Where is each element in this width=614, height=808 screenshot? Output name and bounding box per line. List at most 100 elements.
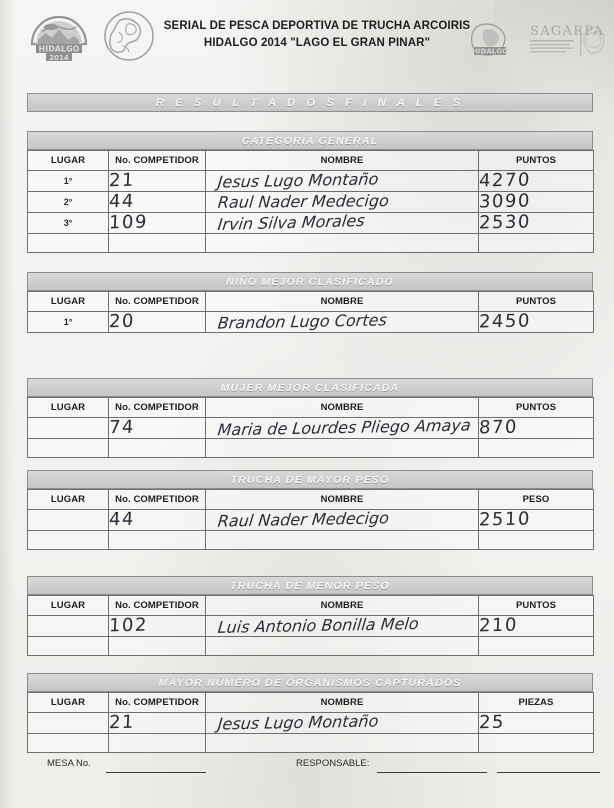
cell-nombre[interactable]: Brandon Lugo Cortes bbox=[205, 310, 479, 333]
cell-empty[interactable] bbox=[478, 636, 594, 656]
cell-empty[interactable] bbox=[27, 636, 109, 656]
column-header-lugar: LUGAR bbox=[27, 489, 109, 510]
cell-empty[interactable] bbox=[27, 733, 109, 753]
table-row[interactable]: 1° 20 Brandon Lugo Cortes 2450 bbox=[27, 310, 594, 333]
cell-value[interactable]: 2530 bbox=[478, 211, 594, 234]
cell-nombre[interactable]: Irvin Silva Morales bbox=[205, 211, 479, 234]
document-header: HIDALGO 2014 SERIAL DE PESCA DEPORTIVA D… bbox=[0, 0, 614, 86]
cell-value[interactable]: 210 bbox=[478, 615, 594, 637]
cell-empty[interactable] bbox=[205, 733, 479, 753]
cell-empty[interactable] bbox=[205, 438, 479, 458]
responsable-input-line-2[interactable] bbox=[497, 772, 600, 773]
cell-lugar[interactable]: 2° bbox=[27, 191, 109, 213]
cell-empty[interactable] bbox=[108, 530, 206, 550]
cell-nombre[interactable]: Jesus Lugo Montaño bbox=[205, 169, 479, 192]
table-row[interactable]: 74 Maria de Lourdes Pliego Amaya 870 bbox=[27, 416, 594, 439]
cell-lugar[interactable] bbox=[27, 712, 109, 734]
cell-empty[interactable] bbox=[478, 233, 594, 253]
table-row-empty[interactable] bbox=[27, 733, 594, 753]
cell-empty[interactable] bbox=[27, 530, 109, 550]
handwritten-value: 74 bbox=[108, 416, 136, 439]
handwritten-value: 2530 bbox=[478, 211, 532, 234]
results-table-trucha-de-menor-peso: LUGAR No. COMPETIDOR NOMBRE PUNTOS 102 Luis A… bbox=[27, 595, 594, 656]
table-header-row: LUGAR No. COMPETIDOR NOMBRE PUNTOS bbox=[27, 291, 594, 312]
column-header-competidor: No. COMPETIDOR bbox=[108, 291, 206, 312]
section-banner-label: TRUCHA DE MAYOR PESO bbox=[230, 473, 390, 486]
cell-empty[interactable] bbox=[27, 438, 109, 458]
svg-text:2014: 2014 bbox=[49, 54, 69, 62]
table-row[interactable]: 44 Raul Nader Medecigo 2510 bbox=[27, 508, 594, 531]
svg-text:SAGARPA: SAGARPA bbox=[530, 24, 604, 39]
table-row[interactable]: 1° 21 Jesus Lugo Montaño 4270 bbox=[27, 169, 594, 192]
cell-empty[interactable] bbox=[108, 733, 206, 753]
cell-value[interactable]: 2510 bbox=[478, 508, 594, 531]
table-header-row: LUGAR No. COMPETIDOR NOMBRE PUNTOS bbox=[27, 150, 594, 171]
results-table-categoria-general: LUGAR No. COMPETIDOR NOMBRE PUNTOS 1° 21 Jesus… bbox=[27, 150, 594, 253]
cell-lugar[interactable]: 1° bbox=[27, 170, 109, 192]
cell-competidor[interactable]: 102 bbox=[108, 615, 206, 637]
table-header-row: LUGAR No. COMPETIDOR NOMBRE PESO bbox=[27, 489, 594, 510]
cell-competidor[interactable]: 109 bbox=[108, 212, 206, 234]
section-banner-label: MUJER MEJOR CLASIFICADA bbox=[220, 381, 400, 394]
column-header-competidor: No. COMPETIDOR bbox=[108, 397, 206, 418]
table-row-empty[interactable] bbox=[27, 636, 594, 656]
handwritten-value: Jesus Lugo Montaño bbox=[216, 169, 380, 192]
cell-empty[interactable] bbox=[108, 438, 206, 458]
table-row[interactable]: 2° 44 Raul Nader Medecigo 3090 bbox=[27, 190, 594, 213]
cell-value[interactable]: 4270 bbox=[478, 169, 594, 192]
handwritten-value: 20 bbox=[108, 310, 136, 333]
responsable-label: RESPONSABLE: bbox=[296, 758, 370, 769]
column-header-value: PIEZAS bbox=[478, 692, 594, 713]
table-row[interactable]: 3° 109 Irvin Silva Morales 2530 bbox=[27, 211, 594, 234]
section-banner-categoria-general: CATEGORIA GENERAL bbox=[27, 131, 593, 150]
cell-empty[interactable] bbox=[27, 233, 109, 253]
cell-lugar[interactable] bbox=[27, 509, 109, 531]
cell-value[interactable]: 3090 bbox=[478, 190, 594, 213]
mesa-input-line[interactable] bbox=[106, 772, 206, 773]
cell-competidor[interactable]: 21 bbox=[108, 170, 206, 192]
cell-competidor[interactable]: 44 bbox=[108, 508, 206, 531]
handwritten-value: 2510 bbox=[478, 508, 532, 531]
cell-competidor[interactable]: 21 bbox=[108, 712, 206, 734]
cell-empty[interactable] bbox=[108, 233, 206, 253]
cell-nombre[interactable]: Raul Nader Medecigo bbox=[205, 508, 479, 531]
column-header-nombre: NOMBRE bbox=[205, 489, 479, 510]
cell-lugar[interactable]: 1° bbox=[27, 311, 109, 333]
results-table-mujer-mejor-clasificada: LUGAR No. COMPETIDOR NOMBRE PUNTOS 74 Maria d… bbox=[27, 397, 594, 458]
cell-empty[interactable] bbox=[205, 233, 479, 253]
cell-empty[interactable] bbox=[478, 438, 594, 458]
cell-lugar[interactable] bbox=[27, 615, 109, 637]
cell-empty[interactable] bbox=[108, 636, 206, 656]
cell-lugar[interactable] bbox=[27, 417, 109, 439]
handwritten-value: 44 bbox=[108, 508, 136, 531]
responsable-input-line-1[interactable] bbox=[377, 772, 487, 773]
cell-competidor[interactable]: 20 bbox=[108, 310, 206, 333]
handwritten-value: Jesus Lugo Montaño bbox=[216, 711, 380, 734]
cell-value[interactable]: 870 bbox=[478, 417, 594, 439]
cell-empty[interactable] bbox=[205, 530, 479, 550]
handwritten-value: Raul Nader Medecigo bbox=[217, 191, 390, 212]
table-row-empty[interactable] bbox=[27, 438, 594, 458]
cell-empty[interactable] bbox=[205, 636, 479, 656]
cell-nombre[interactable]: Luis Antonio Bonilla Melo bbox=[205, 614, 479, 637]
cell-nombre[interactable]: Maria de Lourdes Pliego Amaya bbox=[205, 416, 479, 439]
cell-nombre[interactable]: Raul Nader Medecigo bbox=[205, 191, 479, 213]
cell-competidor[interactable]: 74 bbox=[108, 416, 206, 439]
cell-nombre[interactable]: Jesus Lugo Montaño bbox=[205, 711, 479, 734]
cell-competidor[interactable]: 44 bbox=[108, 191, 206, 213]
table-row[interactable]: 102 Luis Antonio Bonilla Melo 210 bbox=[27, 614, 594, 637]
main-results-banner: R E S U L T A D O S F I N A L E S bbox=[27, 93, 593, 112]
table-row-empty[interactable] bbox=[27, 233, 594, 253]
column-header-value: PUNTOS bbox=[478, 291, 594, 312]
mesa-label: MESA No. bbox=[47, 758, 91, 769]
cell-empty[interactable] bbox=[478, 530, 594, 550]
cell-value[interactable]: 2450 bbox=[478, 310, 594, 333]
document-footer: MESA No. RESPONSABLE: bbox=[0, 752, 614, 792]
handwritten-value: Luis Antonio Bonilla Melo bbox=[216, 614, 420, 637]
table-row[interactable]: 21 Jesus Lugo Montaño 25 bbox=[27, 711, 594, 734]
cell-empty[interactable] bbox=[478, 733, 594, 753]
cell-lugar[interactable]: 3° bbox=[27, 212, 109, 234]
table-row-empty[interactable] bbox=[27, 530, 594, 550]
cell-value[interactable]: 25 bbox=[478, 712, 594, 734]
